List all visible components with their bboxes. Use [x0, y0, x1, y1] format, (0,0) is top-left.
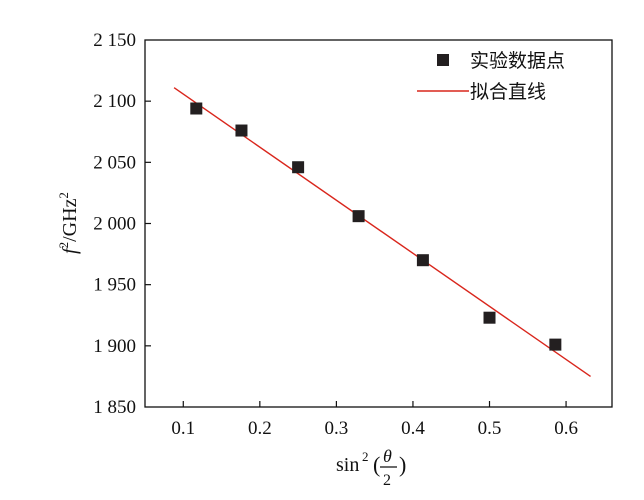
scatter-points-layer	[190, 102, 562, 351]
x-tick-label: 0.2	[248, 418, 272, 439]
data-point	[483, 311, 496, 324]
legend-marker-square	[437, 54, 449, 66]
y-tick-label: 2 150	[93, 30, 136, 51]
data-point	[549, 338, 562, 351]
y-tick-label: 1 900	[93, 336, 136, 357]
legend: 实验数据点 拟合直线	[417, 50, 565, 103]
y-axis-ticks: 1 850 1 900 1 950 2 000 2 050 2 100 2 150	[93, 30, 151, 418]
x-axis-label-rparen: )	[399, 452, 406, 477]
x-axis-label: sin 2 ( θ 2 )	[336, 446, 406, 489]
x-tick-label: 0.5	[478, 418, 502, 439]
x-axis-ticks: 0.1 0.2 0.3 0.4 0.5 0.6	[171, 401, 578, 439]
x-tick-label: 0.6	[554, 418, 578, 439]
data-point	[235, 124, 248, 137]
x-tick-label: 0.3	[325, 418, 349, 439]
x-axis-label-exp: 2	[362, 449, 369, 464]
data-point	[352, 210, 365, 223]
data-point	[292, 161, 305, 174]
y-tick-label: 2 050	[93, 152, 136, 173]
y-tick-label: 2 000	[93, 214, 136, 235]
y-tick-label: 1 950	[93, 275, 136, 296]
x-tick-label: 0.1	[171, 418, 195, 439]
legend-label-data: 实验数据点	[470, 50, 565, 72]
x-axis-label-func: sin	[336, 454, 359, 476]
x-axis-label-denominator: 2	[383, 472, 391, 489]
y-axis-label-text: f2/GHz2	[56, 192, 81, 254]
data-point	[190, 102, 203, 115]
x-axis-label-lparen: (	[373, 452, 380, 477]
x-axis-label-theta: θ	[383, 446, 392, 466]
y-axis-label: f2/GHz2	[56, 192, 81, 254]
data-point	[416, 254, 429, 267]
x-tick-label: 0.4	[401, 418, 425, 439]
legend-label-fit: 拟合直线	[470, 81, 546, 103]
y-tick-label: 2 100	[93, 91, 136, 112]
y-tick-label: 1 850	[93, 397, 136, 418]
